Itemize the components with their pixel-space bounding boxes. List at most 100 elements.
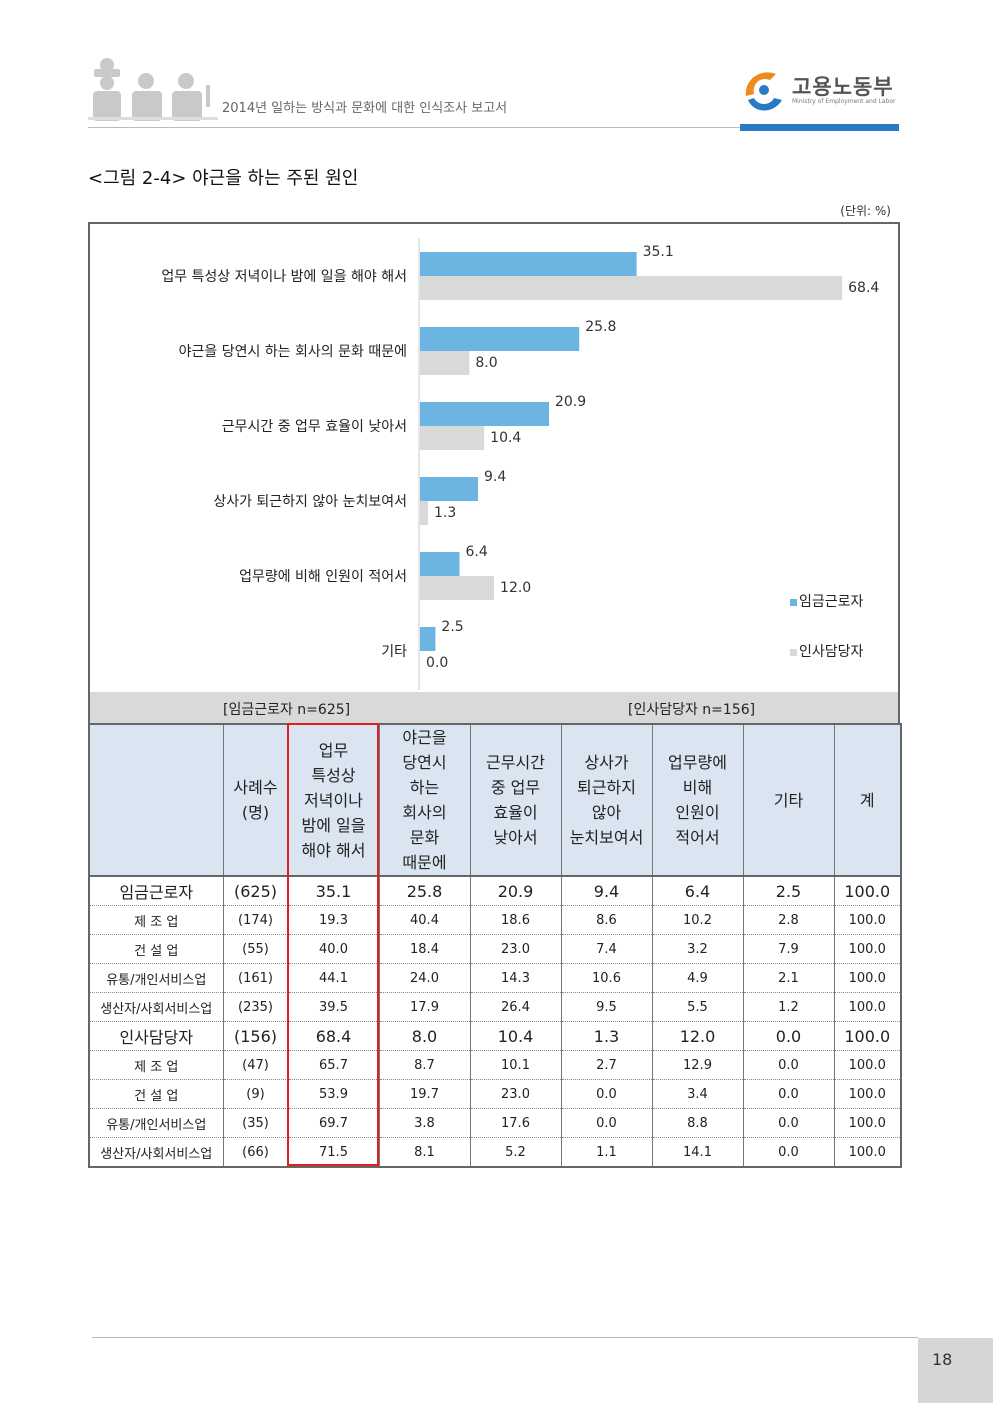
bar-workers	[420, 552, 459, 576]
table-row: 생산자/사회서비스업 (66) 71.5 8.1 5.2 1.1 14.1 0.0 100.0	[89, 1138, 901, 1168]
table-cell: 10.2	[652, 906, 743, 935]
footer-divider	[92, 1337, 918, 1338]
table-cell: 제 조 업	[89, 906, 223, 935]
column-header: 근무시간 중 업무 효율이 낮아서	[470, 724, 561, 876]
table-cell: 3.4	[652, 1080, 743, 1109]
table-cell: 0.0	[561, 1109, 652, 1138]
ministry-name-en: Ministry of Employment and Labor	[792, 98, 896, 105]
page-number: 18	[932, 1350, 952, 1369]
table-row: 제 조 업 (47) 65.7 8.7 10.1 2.7 12.9 0.0 100.0	[89, 1051, 901, 1080]
table-cell: 건 설 업	[89, 935, 223, 964]
table-cell: (625)	[223, 876, 288, 906]
table-cell: 7.9	[743, 935, 834, 964]
table-cell: 8.0	[379, 1022, 470, 1051]
bar-hr	[420, 576, 494, 600]
column-header	[89, 724, 223, 876]
category-label: 야근을 당연시 하는 회사의 문화 때문에	[179, 344, 407, 360]
table-cell: 23.0	[470, 935, 561, 964]
table-cell: (174)	[223, 906, 288, 935]
table-cell: 1.3	[561, 1022, 652, 1051]
column-header: 상사가 퇴근하지 않아 눈치보여서	[561, 724, 652, 876]
legend-swatch	[790, 599, 797, 606]
table-cell: 인사담당자	[89, 1022, 223, 1051]
table-cell: 8.1	[379, 1138, 470, 1168]
data-label: 8.0	[475, 355, 497, 371]
ministry-name: 고용노동부	[792, 71, 894, 101]
data-label: 9.4	[484, 469, 506, 485]
table-cell: 3.8	[379, 1109, 470, 1138]
table-cell: 40.0	[288, 935, 379, 964]
category-label: 업무 특성상 저녁이나 밤에 일을 해야 해서	[161, 269, 407, 285]
table-cell: (9)	[223, 1080, 288, 1109]
table-cell: 100.0	[834, 1080, 901, 1109]
data-label: 68.4	[848, 280, 879, 296]
column-header: 업무량에 비해 인원이 적어서	[652, 724, 743, 876]
table-cell: 2.8	[743, 906, 834, 935]
table-row: 건 설 업 (55) 40.0 18.4 23.0 7.4 3.2 7.9 100.0	[89, 935, 901, 964]
column-header: 사례수 (명)	[223, 724, 288, 876]
table-cell: 건 설 업	[89, 1080, 223, 1109]
table-cell: (156)	[223, 1022, 288, 1051]
table-row: 유통/개인서비스업 (35) 69.7 3.8 17.6 0.0 8.8 0.0 100.0	[89, 1109, 901, 1138]
table-cell: 35.1	[288, 876, 379, 906]
table-cell: 17.6	[470, 1109, 561, 1138]
table-cell: 유통/개인서비스업	[89, 1109, 223, 1138]
table-cell: 53.9	[288, 1080, 379, 1109]
table-cell: 100.0	[834, 1051, 901, 1080]
data-label: 6.4	[465, 544, 487, 560]
table-cell: 5.2	[470, 1138, 561, 1168]
figure-title: <그림 2-4> 야근을 하는 주된 원인	[88, 164, 358, 190]
bar-hr	[420, 426, 484, 450]
column-header: 업무 특성상 저녁이나 밤에 일을 해야 해서	[288, 724, 379, 876]
table-cell: 71.5	[288, 1138, 379, 1168]
bar-hr	[420, 501, 428, 525]
table-cell: 5.5	[652, 993, 743, 1022]
page-number-box	[918, 1338, 993, 1403]
table-cell: 14.3	[470, 964, 561, 993]
bar-hr	[420, 276, 842, 300]
bar-chart: 업무 특성상 저녁이나 밤에 일을 해야 해서 35.1 68.4 야근을 당연시 하…	[90, 224, 900, 692]
table-cell: 17.9	[379, 993, 470, 1022]
table-cell: (235)	[223, 993, 288, 1022]
table-cell: 2.5	[743, 876, 834, 906]
bar-hr	[420, 351, 469, 375]
table-row: 유통/개인서비스업 (161) 44.1 24.0 14.3 10.6 4.9 2.1 100.…	[89, 964, 901, 993]
data-table: 사례수 (명) 업무 특성상 저녁이나 밤에 일을 해야 해서 야근을 당연시 하는 회사의 문화 때문…	[88, 723, 902, 1168]
category-label: 근무시간 중 업무 효율이 낮아서	[222, 419, 407, 435]
table-row: 건 설 업 (9) 53.9 19.7 23.0 0.0 3.4 0.0 100.0	[89, 1080, 901, 1109]
table-row: 제 조 업 (174) 19.3 40.4 18.6 8.6 10.2 2.8 100.0	[89, 906, 901, 935]
table-row: 임금근로자 (625) 35.1 25.8 20.9 9.4 6.4 2.5 100.0	[89, 876, 901, 906]
table-cell: 39.5	[288, 993, 379, 1022]
chart-frame: 업무 특성상 저녁이나 밤에 일을 해야 해서 35.1 68.4 야근을 당연시 하…	[88, 222, 900, 692]
table-cell: (35)	[223, 1109, 288, 1138]
table-row: 인사담당자 (156) 68.4 8.0 10.4 1.3 12.0 0.0 100.0	[89, 1022, 901, 1051]
table-cell: 18.6	[470, 906, 561, 935]
table-cell: 100.0	[834, 964, 901, 993]
report-title: 2014년 일하는 방식과 문화에 대한 인식조사 보고서	[222, 97, 507, 116]
bar-workers	[420, 402, 549, 426]
table-cell: 10.4	[470, 1022, 561, 1051]
logo-underline	[740, 124, 899, 131]
category-label: 업무량에 비해 인원이 적어서	[239, 569, 407, 585]
table-cell: 7.4	[561, 935, 652, 964]
table-cell: (66)	[223, 1138, 288, 1168]
table-cell: 8.6	[561, 906, 652, 935]
data-label: 0.0	[426, 655, 448, 671]
table-cell: 26.4	[470, 993, 561, 1022]
table-cell: 6.4	[652, 876, 743, 906]
table-cell: 20.9	[470, 876, 561, 906]
table-cell: 23.0	[470, 1080, 561, 1109]
table-cell: 100.0	[834, 1138, 901, 1168]
table-cell: 100.0	[834, 1022, 901, 1051]
table-cell: 14.1	[652, 1138, 743, 1168]
category-label: 기타	[381, 644, 407, 660]
table-cell: (55)	[223, 935, 288, 964]
table-cell: 임금근로자	[89, 876, 223, 906]
table-cell: 1.2	[743, 993, 834, 1022]
table-cell: 40.4	[379, 906, 470, 935]
data-label: 12.0	[500, 580, 531, 596]
data-label: 20.9	[555, 394, 586, 410]
table-cell: 100.0	[834, 876, 901, 906]
data-label: 1.3	[434, 505, 456, 521]
table-cell: 100.0	[834, 993, 901, 1022]
